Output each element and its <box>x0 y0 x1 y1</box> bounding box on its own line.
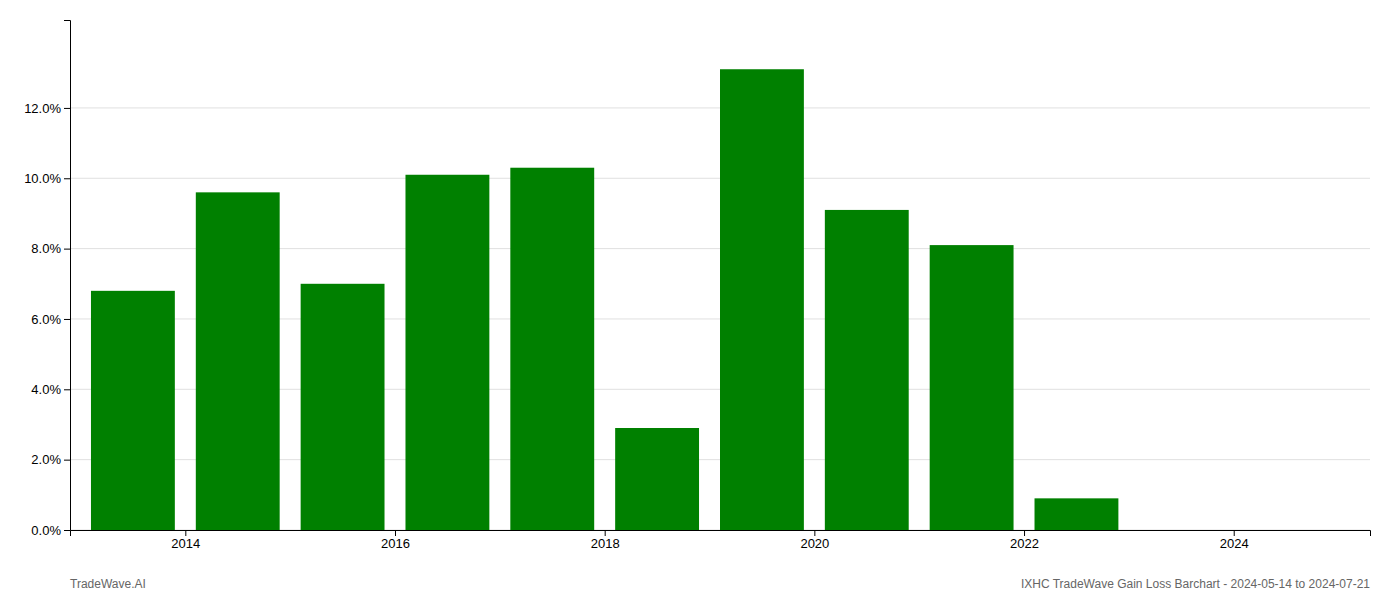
bar <box>930 245 1014 530</box>
y-tick: 10.0% <box>24 171 70 186</box>
bar <box>825 210 909 530</box>
x-tick-mark <box>1024 530 1025 536</box>
x-tick: 2016 <box>381 530 410 551</box>
plot-area <box>91 69 1118 530</box>
x-tick: 2022 <box>1010 530 1039 551</box>
x-tick: 2018 <box>591 530 620 551</box>
bar <box>1035 498 1119 530</box>
y-tick-label: 2.0% <box>31 452 61 467</box>
bar <box>405 175 489 530</box>
y-tick-mark <box>64 319 70 320</box>
x-axis-line <box>71 531 1371 537</box>
y-tick: 0.0% <box>31 523 70 538</box>
x-tick: 2014 <box>171 530 200 551</box>
bar <box>510 168 594 530</box>
y-tick-label: 8.0% <box>31 241 61 256</box>
y-tick-label: 12.0% <box>24 101 61 116</box>
footer: TradeWave.AI IXHC TradeWave Gain Loss Bar… <box>70 577 1370 591</box>
x-tick-label: 2018 <box>591 536 620 551</box>
footer-text: IXHC TradeWave Gain Loss Barchart - 2024… <box>1021 577 1370 591</box>
x-tick-mark <box>185 530 186 536</box>
y-tick-label: 4.0% <box>31 382 61 397</box>
x-axis: 2014 2016 2018 2020 2022 2024 <box>71 530 1371 551</box>
x-tick-mark <box>814 530 815 536</box>
y-tick: 12.0% <box>24 101 70 116</box>
x-tick-mark <box>605 530 606 536</box>
x-tick-label: 2020 <box>800 536 829 551</box>
chart-container: 2014 2016 2018 2020 2022 2024 0.0% 2.0% 4.0% 6.0%… <box>0 0 1400 600</box>
y-tick: 4.0% <box>31 382 70 397</box>
bar <box>720 69 804 530</box>
y-tick-label: 10.0% <box>24 171 61 186</box>
y-tick-mark <box>64 389 70 390</box>
y-tick: 2.0% <box>31 452 70 467</box>
y-tick-mark <box>64 249 70 250</box>
y-axis-line <box>64 21 71 531</box>
x-tick-label: 2024 <box>1220 536 1249 551</box>
y-tick-mark <box>64 178 70 179</box>
x-tick-mark <box>395 530 396 536</box>
y-tick-mark <box>64 530 70 531</box>
y-tick-mark <box>64 460 70 461</box>
bar <box>91 291 175 530</box>
y-tick-label: 6.0% <box>31 312 61 327</box>
bar <box>1139 530 1223 531</box>
x-tick: 2020 <box>800 530 829 551</box>
y-tick-mark <box>64 108 70 109</box>
x-tick-label: 2014 <box>171 536 200 551</box>
y-tick: 6.0% <box>31 312 70 327</box>
bar <box>196 192 280 530</box>
y-tick: 8.0% <box>31 241 70 256</box>
y-axis: 0.0% 2.0% 4.0% 6.0% 8.0% 10.0% 12.0% <box>24 21 70 538</box>
y-tick-label: 0.0% <box>31 523 61 538</box>
bar <box>301 284 385 530</box>
x-tick-label: 2016 <box>381 536 410 551</box>
chart-svg: 2014 2016 2018 2020 2022 2024 0.0% 2.0% 4.0% 6.0%… <box>0 0 1400 600</box>
footer-text: TradeWave.AI <box>70 577 146 591</box>
bar <box>615 428 699 530</box>
x-tick: 2024 <box>1220 530 1249 551</box>
x-tick-label: 2022 <box>1010 536 1039 551</box>
x-tick-mark <box>1234 530 1235 536</box>
